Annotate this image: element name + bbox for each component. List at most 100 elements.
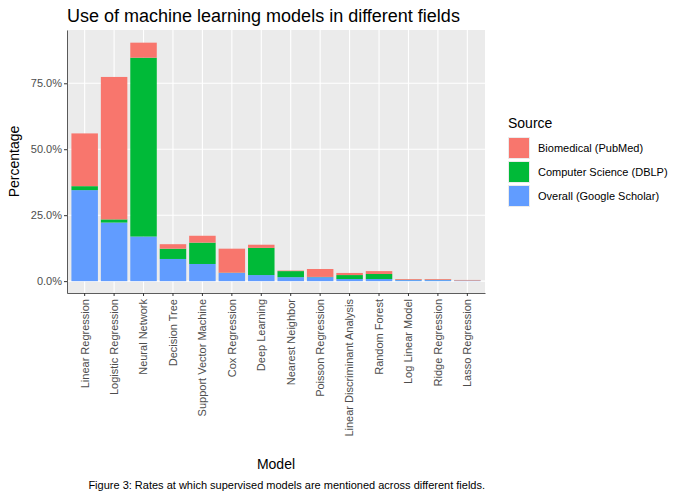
x-tick-label: Lasso Regression — [461, 299, 473, 387]
x-tick-label: Linear Regression — [79, 299, 91, 388]
x-tick-label: Neural Network — [137, 299, 149, 375]
x-tick-mark — [437, 293, 438, 296]
x-tick-label: Support Vector Machine — [196, 299, 208, 416]
y-tick: 50.0% — [31, 143, 67, 155]
y-tick-label: 50.0% — [31, 143, 62, 155]
bar — [71, 133, 97, 186]
legend-key-bg — [508, 185, 530, 207]
legend-key — [509, 162, 529, 182]
bar — [130, 237, 156, 282]
bar — [130, 58, 156, 237]
grid-line-x — [320, 30, 321, 293]
bar — [307, 277, 333, 281]
x-tick-label: Log Linear Model — [402, 299, 414, 384]
x-tick: Deep Learning — [255, 293, 267, 371]
legend-label: Biomedical (PubMed) — [538, 142, 643, 154]
x-tick: Neural Network — [137, 293, 149, 375]
x-tick-mark — [290, 293, 291, 296]
bar — [160, 259, 186, 281]
grid-line-y — [67, 281, 485, 282]
legend-key-bg — [508, 137, 530, 159]
bar-series — [71, 43, 480, 281]
bar — [189, 243, 215, 264]
bar — [219, 249, 245, 273]
legend-label: Overall (Google Scholar) — [538, 190, 659, 202]
x-tick-mark — [467, 293, 468, 296]
bar — [425, 279, 451, 281]
bar — [71, 190, 97, 281]
bar — [366, 271, 392, 274]
x-tick-mark — [320, 293, 321, 296]
bar — [454, 280, 480, 281]
plot-background — [67, 30, 485, 293]
caption: Figure 3: Rates at which supervised mode… — [88, 479, 485, 491]
bar — [425, 279, 451, 280]
x-tick-label: Logistic Regression — [108, 299, 120, 395]
legend-title: Source — [508, 115, 553, 131]
y-tick-mark — [64, 83, 67, 84]
x-tick-label: Nearest Neighbor — [285, 299, 297, 386]
bar — [130, 43, 156, 58]
x-axis: Linear Regression Logistic Regression Neur… — [68, 293, 486, 437]
bar — [101, 223, 127, 282]
bar — [160, 244, 186, 248]
legend-key — [509, 138, 529, 158]
bar — [71, 186, 97, 190]
y-tick: 0.0% — [37, 275, 67, 287]
bar — [219, 273, 245, 281]
x-tick: Random Forest — [373, 293, 385, 375]
x-tick-mark — [172, 293, 173, 296]
grid-line-x — [467, 30, 468, 293]
x-tick: Decision Tree — [167, 293, 179, 366]
x-tick: Logistic Regression — [108, 293, 120, 395]
bar — [248, 248, 274, 275]
bar-series — [71, 58, 480, 281]
bar — [336, 273, 362, 275]
x-tick-label: Linear Discriminant Analysis — [343, 299, 355, 437]
bar — [454, 279, 480, 281]
y-tick-label: 75.0% — [31, 77, 62, 89]
x-tick-label: Cox Regression — [226, 299, 238, 377]
x-tick-label: Poisson Regression — [314, 299, 326, 397]
x-axis-line — [68, 293, 486, 294]
x-axis-title: Model — [257, 456, 295, 472]
grid-line-x — [349, 30, 350, 293]
bar — [160, 249, 186, 259]
x-tick: Poisson Regression — [314, 293, 326, 397]
legend-key-bg — [508, 161, 530, 183]
grid-line-y — [67, 83, 485, 84]
y-axis-title: Percentage — [6, 125, 22, 197]
bar — [336, 279, 362, 281]
bar — [307, 269, 333, 277]
bar — [425, 280, 451, 281]
bar — [101, 219, 127, 222]
x-tick-mark — [349, 293, 350, 296]
x-tick-mark — [379, 293, 380, 296]
x-tick-mark — [202, 293, 203, 296]
grid-line-x — [378, 30, 379, 293]
x-tick-mark — [114, 293, 115, 296]
title: Use of machine learning models in differ… — [67, 6, 460, 26]
y-tick-label: 25.0% — [31, 209, 62, 221]
bars — [71, 43, 480, 281]
x-tick-mark — [84, 293, 85, 296]
grid-line-y — [67, 149, 485, 150]
legend-label: Computer Science (DBLP) — [538, 166, 668, 178]
bar — [395, 279, 421, 280]
x-tick: Log Linear Model — [402, 293, 414, 384]
x-tick-mark — [143, 293, 144, 296]
grid-line-x — [290, 30, 291, 293]
bar — [101, 77, 127, 219]
chart: 0.0% 25.0% 50.0% 75.0% Linear Regression Logi… — [0, 0, 700, 500]
legend-key — [509, 186, 529, 206]
x-tick-label: Decision Tree — [167, 299, 179, 366]
y-tick: 25.0% — [31, 209, 67, 221]
x-tick-mark — [261, 293, 262, 296]
bar — [189, 236, 215, 243]
bar — [336, 275, 362, 279]
grid — [67, 30, 485, 293]
legend: Source Biomedical (PubMed) Computer Scienc… — [508, 115, 668, 207]
bar — [395, 280, 421, 281]
y-tick-mark — [64, 149, 67, 150]
y-axis-line — [67, 31, 68, 294]
